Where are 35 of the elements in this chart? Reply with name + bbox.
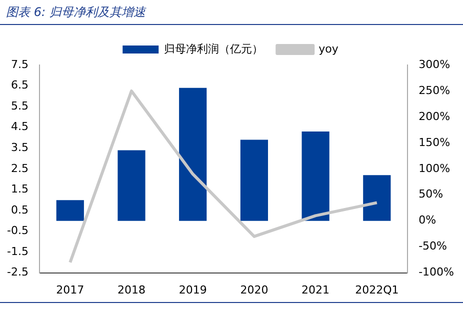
- bar: [179, 88, 207, 221]
- x-tick-label: 2017: [56, 283, 84, 296]
- y-tick-label: 1.5: [10, 182, 28, 196]
- x-tick-label: 2018: [117, 283, 146, 296]
- y2-tick-label: 150%: [418, 136, 450, 149]
- y2-tick-label: 0%: [418, 214, 436, 227]
- y-tick-label: 2.5: [10, 162, 28, 175]
- y-tick-label: 4.5: [10, 120, 28, 134]
- bar: [240, 140, 268, 221]
- y2-tick-label: 100%: [418, 162, 450, 175]
- y2-tick-label: 300%: [418, 58, 450, 71]
- x-tick-label: 2022Q1: [355, 283, 399, 296]
- y-tick-label: 7.5: [10, 58, 28, 71]
- x-tick-label: 2021: [302, 283, 330, 296]
- y2-tick-label: 200%: [418, 110, 450, 123]
- y2-tick-label: -50%: [418, 240, 448, 253]
- legend-label: 归母净利润（亿元）: [164, 42, 264, 56]
- y-tick-label: -1.5: [6, 244, 28, 258]
- bar: [118, 150, 146, 221]
- x-tick-label: 2019: [178, 283, 207, 296]
- y-tick-label: 3.5: [10, 140, 28, 154]
- chart-title: 图表 6: 归母净利及其增速: [6, 4, 146, 21]
- y-tick-label: 6.5: [10, 78, 28, 92]
- y-tick-label: 5.5: [10, 99, 28, 112]
- y2-tick-label: 250%: [418, 84, 450, 97]
- y-tick-label: -2.5: [6, 266, 28, 279]
- bar: [56, 200, 84, 221]
- y-tick-label: 0.5: [10, 203, 28, 216]
- bar: [363, 175, 391, 221]
- y2-tick-label: -100%: [418, 266, 454, 279]
- bar: [302, 131, 330, 221]
- y-tick-label: -0.5: [6, 224, 28, 238]
- legend-label: yoy: [318, 42, 339, 56]
- y2-tick-label: 50%: [418, 188, 444, 201]
- x-tick-label: 2020: [240, 283, 268, 296]
